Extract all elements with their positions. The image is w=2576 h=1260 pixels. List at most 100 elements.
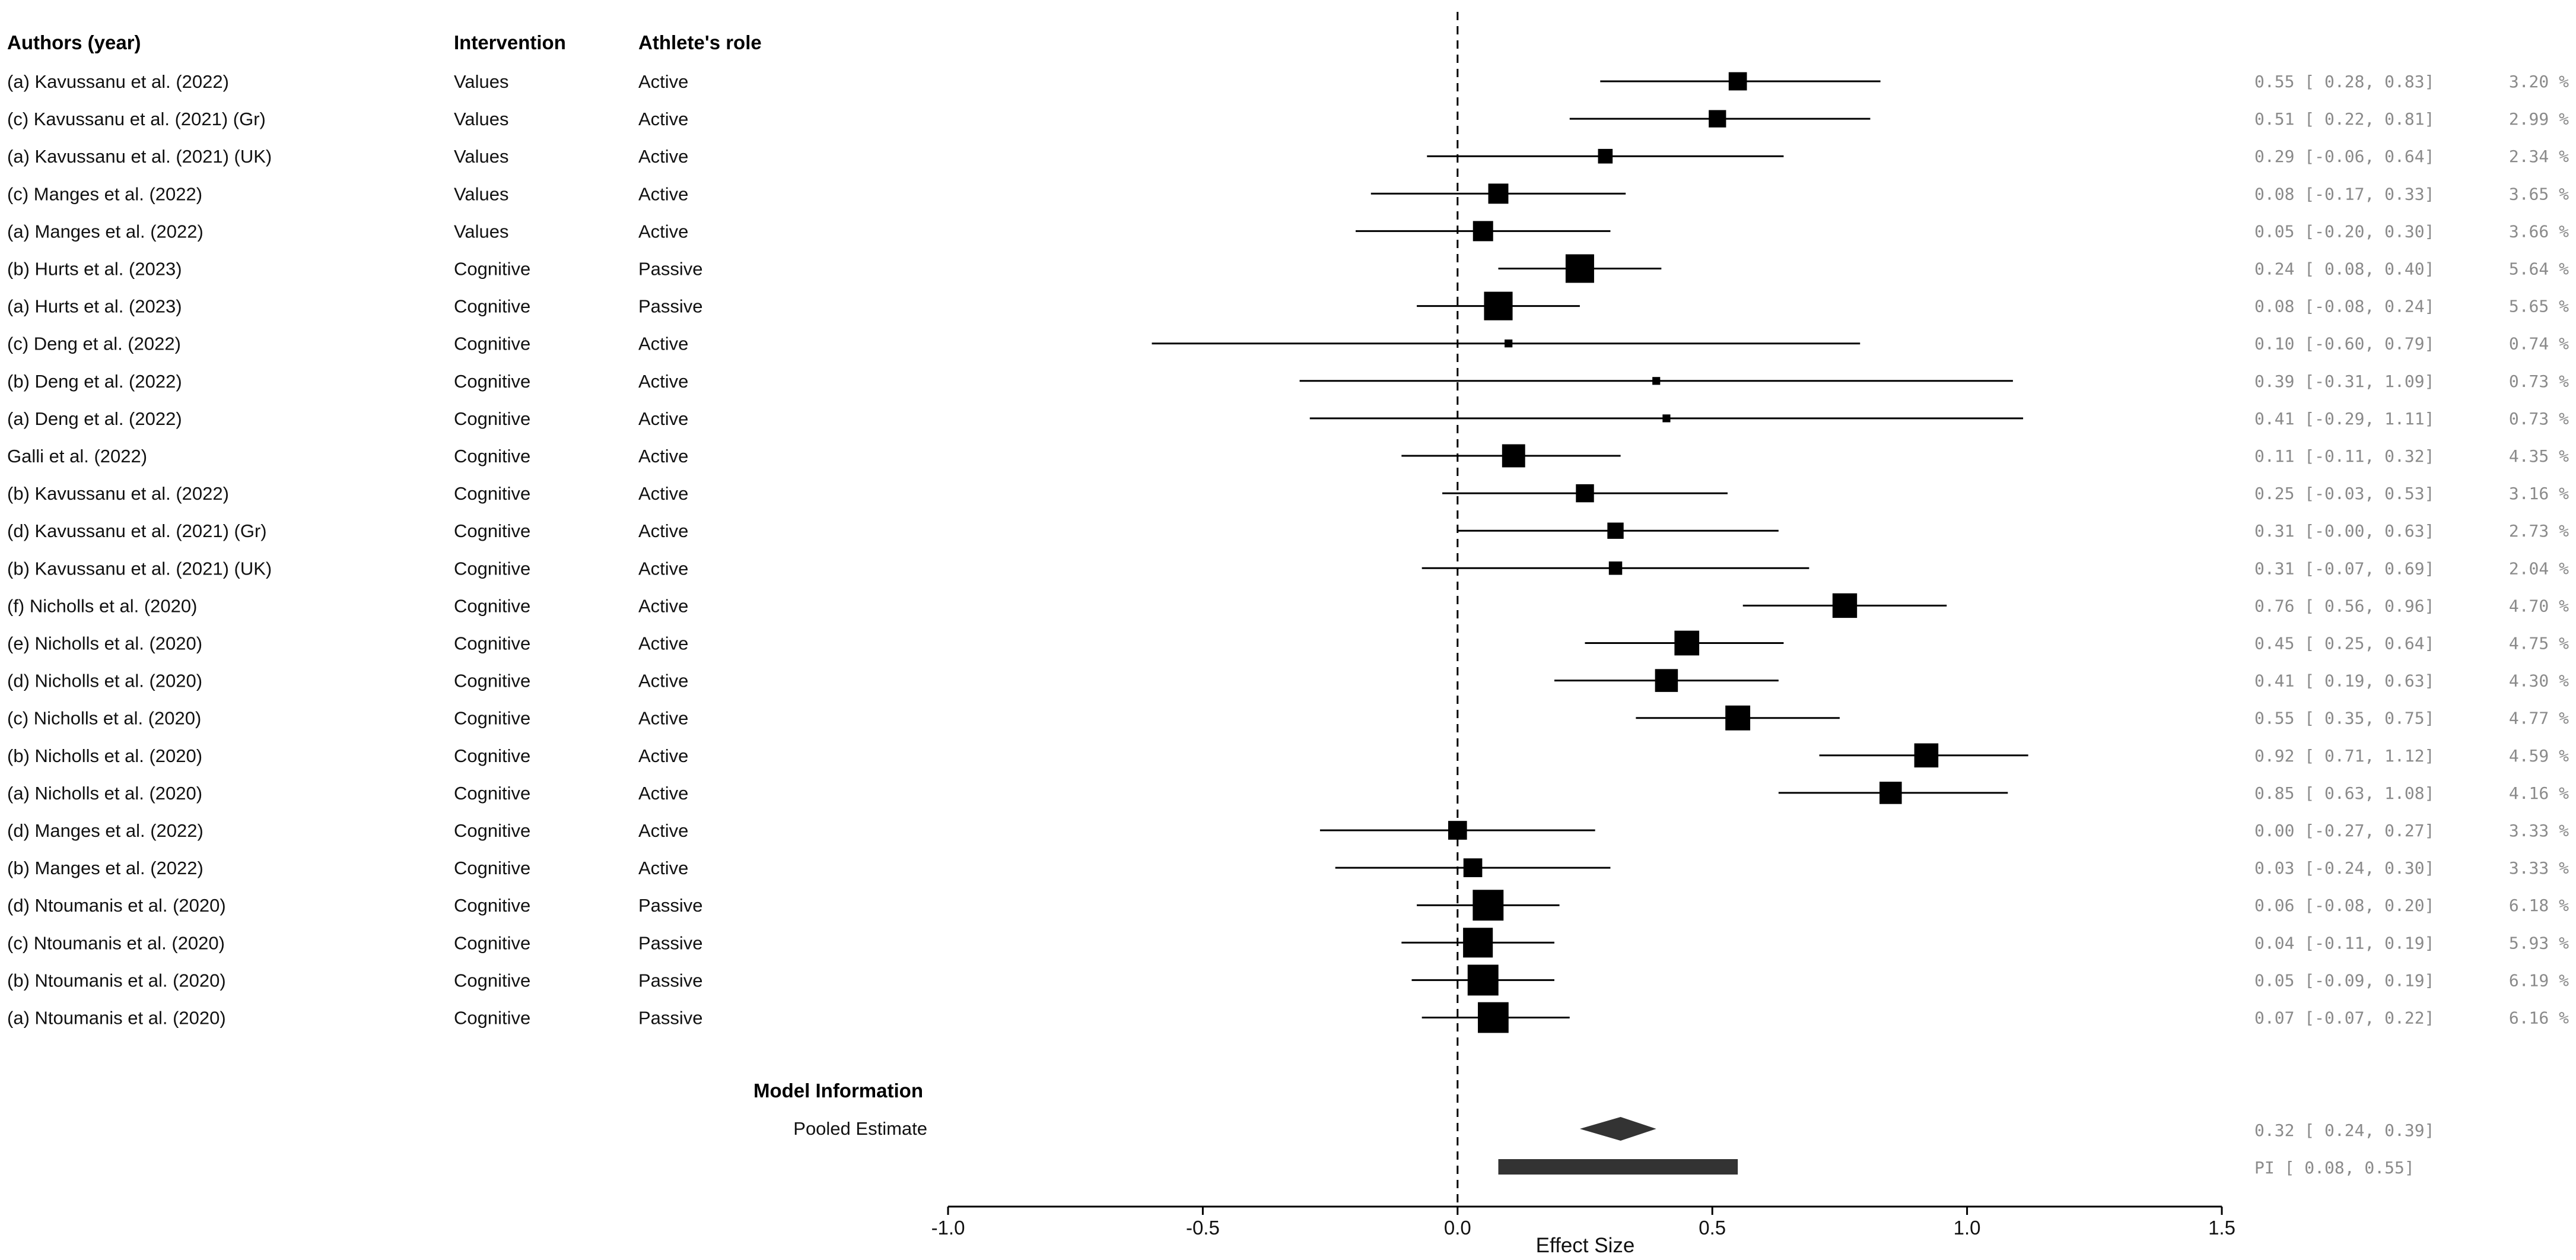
study-effect-marker	[1652, 377, 1661, 385]
study-weight-text: 6.19 %	[2509, 970, 2569, 990]
x-axis-tick-label: -1.0	[931, 1217, 965, 1239]
study-row: (b) Ntoumanis et al. (2020) Cognitive Pass…	[7, 964, 2569, 996]
study-row: (c) Manges et al. (2022) Values Active 0.08…	[7, 183, 2569, 204]
study-athlete-role: Active	[638, 446, 688, 466]
study-author: Galli et al. (2022)	[7, 446, 147, 466]
study-weight-text: 3.20 %	[2509, 72, 2569, 91]
study-row: (d) Kavussanu et al. (2021) (Gr) Cognitiv…	[7, 520, 2569, 541]
study-ci-text: 0.05 [-0.09, 0.19]	[2254, 970, 2434, 990]
header-intervention: Intervention	[454, 31, 566, 53]
study-row: (f) Nicholls et al. (2020) Cognitive Activ…	[7, 593, 2569, 618]
study-row: (d) Manges et al. (2022) Cognitive Active 0…	[7, 820, 2569, 841]
study-ci-text: 0.41 [ 0.19, 0.63]	[2254, 671, 2434, 691]
study-author: (d) Manges et al. (2022)	[7, 820, 203, 841]
study-weight-text: 3.33 %	[2509, 858, 2569, 878]
study-ci-text: 0.76 [ 0.56, 0.96]	[2254, 596, 2434, 615]
study-effect-marker	[1576, 484, 1594, 503]
study-ci-text: 0.55 [ 0.28, 0.83]	[2254, 72, 2434, 91]
study-author: (b) Kavussanu et al. (2021) (UK)	[7, 558, 272, 579]
study-author: (a) Manges et al. (2022)	[7, 221, 203, 242]
study-intervention: Cognitive	[454, 970, 530, 991]
study-athlete-role: Passive	[638, 259, 703, 280]
study-row: (b) Nicholls et al. (2020) Cognitive Activ…	[7, 743, 2569, 768]
study-ci-text: 0.11 [-0.11, 0.32]	[2254, 446, 2434, 466]
study-athlete-role: Passive	[638, 296, 703, 317]
study-weight-text: 6.18 %	[2509, 896, 2569, 915]
header-authors: Authors (year)	[7, 31, 141, 53]
study-intervention: Cognitive	[454, 932, 530, 953]
x-axis-tick-label: 0.5	[1699, 1217, 1726, 1239]
study-effect-marker	[1565, 254, 1594, 283]
study-row: (a) Kavussanu et al. (2022) Values Active 0…	[7, 71, 2569, 92]
study-intervention: Cognitive	[454, 334, 530, 354]
study-ci-text: 0.31 [-0.07, 0.69]	[2254, 558, 2434, 578]
study-athlete-role: Active	[638, 483, 688, 504]
study-rows: (a) Kavussanu et al. (2022) Values Active 0…	[7, 71, 2569, 1033]
study-effect-marker	[1488, 183, 1509, 204]
study-ci-text: 0.00 [-0.27, 0.27]	[2254, 821, 2434, 840]
study-author: (b) Kavussanu et al. (2022)	[7, 483, 229, 504]
study-row: (c) Ntoumanis et al. (2020) Cognitive Pass…	[7, 928, 2569, 958]
study-intervention: Cognitive	[454, 820, 530, 841]
study-weight-text: 3.33 %	[2509, 821, 2569, 840]
study-athlete-role: Active	[638, 820, 688, 841]
study-ci-text: 0.51 [ 0.22, 0.81]	[2254, 109, 2434, 129]
study-effect-marker	[1463, 928, 1493, 958]
study-athlete-role: Active	[638, 783, 688, 804]
study-author: (c) Nicholls et al. (2020)	[7, 708, 201, 729]
study-intervention: Cognitive	[454, 745, 530, 766]
study-author: (b) Deng et al. (2022)	[7, 371, 182, 392]
study-weight-text: 5.65 %	[2509, 297, 2569, 316]
study-effect-marker	[1879, 782, 1902, 804]
study-effect-marker	[1662, 414, 1671, 423]
study-ci-text: 0.08 [-0.17, 0.33]	[2254, 184, 2434, 204]
study-weight-text: 2.34 %	[2509, 147, 2569, 166]
study-author: (d) Ntoumanis et al. (2020)	[7, 895, 226, 916]
study-effect-marker	[1467, 964, 1499, 996]
x-axis-tick-label: 1.5	[2208, 1217, 2235, 1239]
study-row: (b) Manges et al. (2022) Cognitive Active 0…	[7, 858, 2569, 878]
study-author: (b) Nicholls et al. (2020)	[7, 745, 202, 766]
x-axis-label: Effect Size	[1536, 1234, 1635, 1257]
study-author: (b) Hurts et al. (2023)	[7, 259, 182, 280]
study-weight-text: 2.73 %	[2509, 521, 2569, 541]
study-weight-text: 0.73 %	[2509, 409, 2569, 429]
study-row: (b) Hurts et al. (2023) Cognitive Passive 0…	[7, 254, 2569, 283]
study-intervention: Cognitive	[454, 858, 530, 878]
study-effect-marker	[1502, 444, 1525, 468]
study-row: (e) Nicholls et al. (2020) Cognitive Activ…	[7, 630, 2569, 656]
study-athlete-role: Active	[638, 334, 688, 354]
study-row: (b) Deng et al. (2022) Cognitive Active 0.3…	[7, 371, 2569, 392]
study-weight-text: 2.04 %	[2509, 558, 2569, 578]
study-ci-text: 0.85 [ 0.63, 1.08]	[2254, 783, 2434, 803]
study-row: (b) Kavussanu et al. (2022) Cognitive Acti…	[7, 483, 2569, 504]
study-row: (a) Ntoumanis et al. (2020) Cognitive Pass…	[7, 1002, 2569, 1033]
study-weight-text: 3.66 %	[2509, 221, 2569, 241]
study-effect-marker	[1505, 339, 1513, 348]
study-athlete-role: Active	[638, 633, 688, 654]
study-intervention: Cognitive	[454, 783, 530, 804]
x-axis-tick-label: 1.0	[1954, 1217, 1981, 1239]
study-weight-text: 4.59 %	[2509, 746, 2569, 766]
study-effect-marker	[1473, 221, 1493, 242]
study-intervention: Cognitive	[454, 671, 530, 691]
study-row: (a) Deng et al. (2022) Cognitive Active 0.4…	[7, 408, 2569, 429]
study-effect-marker	[1728, 72, 1747, 91]
study-weight-text: 4.75 %	[2509, 634, 2569, 653]
study-athlete-role: Active	[638, 109, 688, 129]
prediction-interval-bar	[1498, 1159, 1738, 1175]
study-athlete-role: Active	[638, 71, 688, 92]
study-effect-marker	[1478, 1002, 1509, 1033]
study-row: (c) Nicholls et al. (2020) Cognitive Activ…	[7, 705, 2569, 731]
study-intervention: Values	[454, 221, 509, 242]
study-athlete-role: Active	[638, 408, 688, 429]
study-athlete-role: Active	[638, 671, 688, 691]
study-author: (c) Kavussanu et al. (2021) (Gr)	[7, 109, 266, 129]
study-effect-marker	[1484, 291, 1513, 320]
study-athlete-role: Active	[638, 520, 688, 541]
study-ci-text: 0.39 [-0.31, 1.09]	[2254, 372, 2434, 391]
study-athlete-role: Passive	[638, 932, 703, 953]
study-weight-text: 4.16 %	[2509, 783, 2569, 803]
study-ci-text: 0.45 [ 0.25, 0.64]	[2254, 634, 2434, 653]
